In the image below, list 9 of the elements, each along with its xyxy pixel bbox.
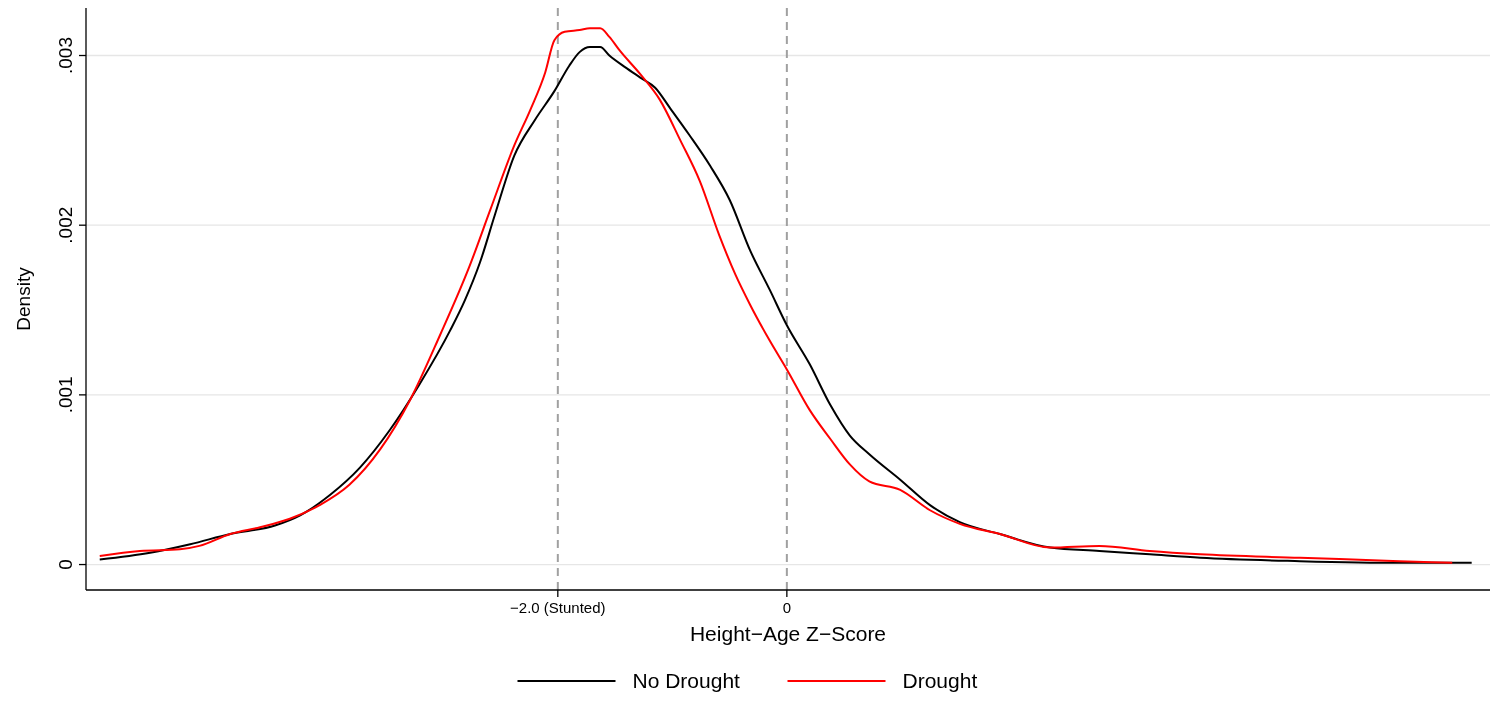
y-tick-label: .002 bbox=[55, 206, 76, 244]
x-tick-label: −2.0 (Stunted) bbox=[510, 599, 606, 616]
y-tick-label: .001 bbox=[55, 376, 76, 414]
y-tick-label: 0 bbox=[55, 559, 76, 570]
legend-label: Drought bbox=[902, 669, 978, 692]
x-axis-title: Height−Age Z−Score bbox=[689, 622, 887, 645]
y-tick-label: .003 bbox=[55, 37, 76, 74]
legend-label: No Drought bbox=[632, 669, 741, 692]
y-axis-title: Density bbox=[13, 266, 34, 331]
